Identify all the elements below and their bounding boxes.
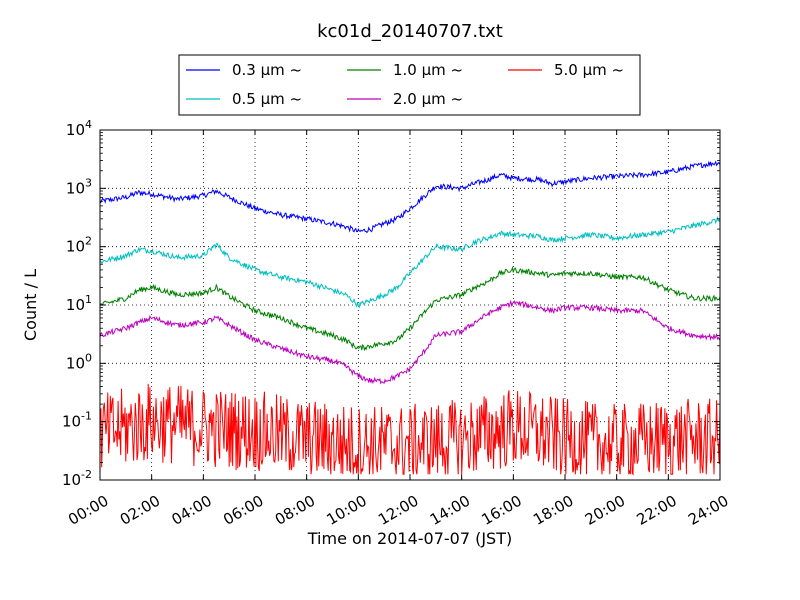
y-tick-label: 10-1 — [62, 410, 92, 431]
x-tick-label: 06:00 — [220, 492, 266, 529]
y-tick-labels: 10-2 10-1 100 101 102 103 104 — [62, 118, 92, 489]
series-line — [100, 266, 720, 352]
legend-label: 0.3 μm ~ — [232, 61, 302, 79]
x-tick-label: 08:00 — [272, 492, 318, 529]
legend: 0.3 μm ~ 0.5 μm ~ 1.0 μm ~ 2.0 μm ~ 5.0 μm ~ — [178, 54, 641, 116]
x-tick-label: 14:00 — [427, 492, 473, 529]
series-line — [100, 383, 720, 476]
series-group — [100, 160, 720, 476]
y-tick-label: 104 — [66, 118, 92, 139]
y-tick-label: 100 — [66, 351, 92, 372]
series-line — [100, 215, 720, 309]
x-tick-label: 04:00 — [168, 492, 214, 529]
x-tick-label: 18:00 — [530, 492, 576, 529]
chart-title: kc01d_20140707.txt — [317, 21, 503, 42]
x-tick-label: 10:00 — [323, 492, 369, 529]
legend-box — [178, 54, 641, 116]
y-axis-label: Count / L — [21, 269, 40, 341]
y-tick-label: 10-2 — [62, 468, 92, 489]
y-tick-label: 101 — [66, 293, 92, 314]
y-tick-label: 102 — [66, 235, 92, 256]
series-line — [100, 299, 720, 385]
x-tick-label: 02:00 — [117, 492, 163, 529]
x-tick-label: 22:00 — [633, 492, 679, 529]
legend-label: 1.0 μm ~ — [393, 61, 463, 79]
series-line — [100, 160, 720, 234]
legend-label: 5.0 μm ~ — [554, 61, 624, 79]
x-tick-label: 16:00 — [478, 492, 524, 529]
x-axis-label: Time on 2014-07-07 (JST) — [307, 529, 512, 548]
x-tick-label: 24:00 — [685, 492, 731, 529]
y-tick-label: 103 — [66, 176, 92, 197]
legend-label: 0.5 μm ~ — [232, 90, 302, 108]
x-tick-label: 12:00 — [375, 492, 421, 529]
legend-label: 2.0 μm ~ — [393, 90, 463, 108]
x-tick-label: 00:00 — [65, 492, 111, 529]
x-tick-labels: 00:00 02:00 04:00 06:00 08:00 10:00 12:00 14:00… — [65, 492, 731, 529]
x-tick-label: 20:00 — [582, 492, 628, 529]
ticks — [99, 129, 721, 481]
